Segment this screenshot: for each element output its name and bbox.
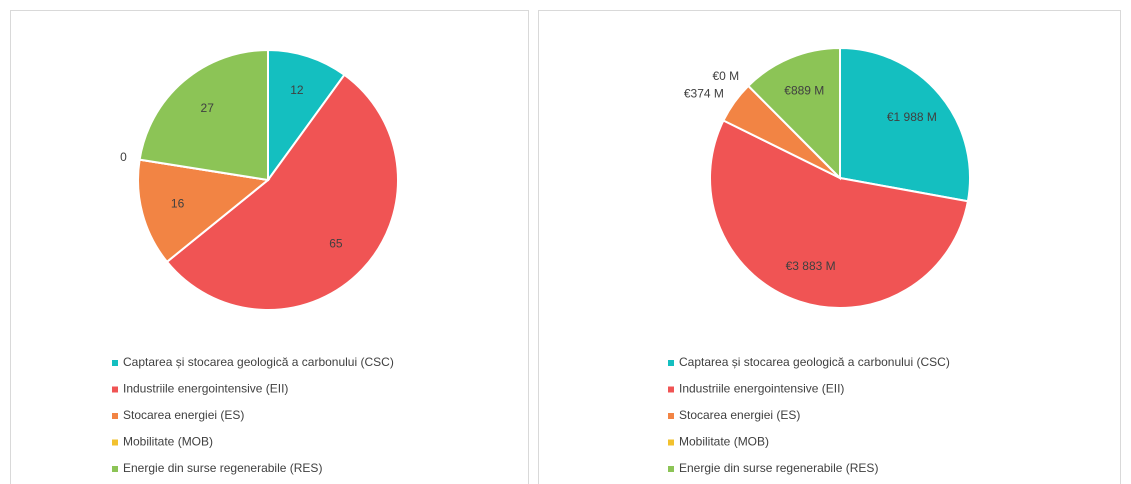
legend-label: Mobilitate (MOB) [123,435,213,449]
legend-swatch [112,466,118,472]
legend-swatch [668,413,674,419]
data-label: 12 [290,83,304,97]
pie-slice [839,46,971,203]
legend-label: Mobilitate (MOB) [679,435,769,449]
pie-slice [746,46,841,181]
legend-swatch [668,466,674,472]
pie-slice [267,48,346,184]
legend-label: Stocarea energiei (ES) [123,408,244,422]
data-label: €1 988 M [887,110,937,124]
pie-slice [137,158,271,264]
legend-label: Industriile energointensive (EII) [679,382,844,396]
legend-label: Industriile energointensive (EII) [123,382,288,396]
data-label: 16 [171,196,185,210]
legend-label: Stocarea energiei (ES) [679,408,800,422]
legend-swatch [668,439,674,446]
legend-label: Captarea și stocarea geologică a carbonu… [123,355,394,369]
data-label: 0 [120,150,127,164]
legend-label: Captarea și stocarea geologică a carbonu… [679,355,950,369]
legend-swatch [668,386,674,393]
legend-label: Energie din surse regenerabile (RES) [679,461,878,475]
data-label: 27 [201,101,215,115]
legend-swatch [112,360,118,366]
pie-slice [138,48,269,182]
legend-swatch [112,413,118,419]
data-label: €0 M [712,69,739,83]
legend-swatch [112,386,118,393]
data-label: €374 M [684,87,724,101]
data-label: 65 [329,237,343,251]
data-label: €3 883 M [786,259,836,273]
legend-swatch [112,439,118,446]
data-label: €889 M [784,84,824,98]
legend-label: Energie din surse regenerabile (RES) [123,461,322,475]
pie-slice [165,73,399,311]
legend-swatch [668,360,674,366]
pie-slice [709,119,970,309]
